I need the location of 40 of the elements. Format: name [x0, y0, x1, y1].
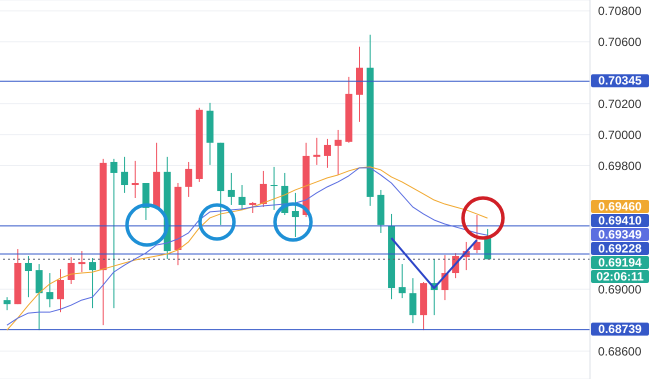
candlestick: [110, 158, 118, 309]
candlestick: [292, 192, 299, 238]
candlestick: [313, 137, 320, 166]
text: 02:06:11: [596, 269, 644, 284]
y-tick-label: 0.69000: [598, 282, 642, 297]
candlestick: [398, 264, 406, 299]
y-tick-label: 0.70200: [598, 96, 642, 111]
ref-line-label: 0.70345: [598, 74, 642, 88]
candlestick: [24, 256, 32, 298]
candlestick: [89, 258, 96, 309]
text: 0.69349: [598, 227, 642, 242]
candlestick: [409, 278, 416, 324]
candlestick: [78, 250, 86, 273]
candlestick: [228, 172, 235, 206]
candlestick: [270, 166, 278, 210]
candlestick: [260, 170, 267, 208]
candlestick: [238, 184, 246, 210]
candlestick: [4, 296, 11, 311]
candlestick: [121, 156, 128, 194]
candlestick: [36, 264, 43, 331]
ref-line-label: 0.69410: [598, 213, 642, 228]
candlestick: [324, 138, 331, 168]
ref-line-label: 0.69194: [598, 255, 642, 270]
candlestick: [249, 202, 256, 214]
ref-line-label: 0.69228: [598, 241, 642, 256]
y-tick-label: 0.69800: [598, 158, 642, 173]
text: 0.69460: [598, 199, 642, 214]
candlestick: [473, 214, 480, 254]
candlestick: [185, 161, 192, 198]
candlestick: [334, 129, 342, 176]
candlestick: [56, 268, 64, 313]
ref-line-label: 0.68739: [598, 322, 642, 336]
y-tick-label: 0.68600: [598, 344, 642, 358]
candlestick: [68, 256, 75, 285]
candlestick: [46, 272, 54, 308]
candlestick: [132, 160, 139, 199]
candlestick: [484, 228, 492, 260]
y-tick-label: 0.70600: [598, 35, 642, 50]
y-tick-label: 0.70800: [598, 4, 642, 18]
y-tick-label: 0.70000: [598, 128, 642, 142]
